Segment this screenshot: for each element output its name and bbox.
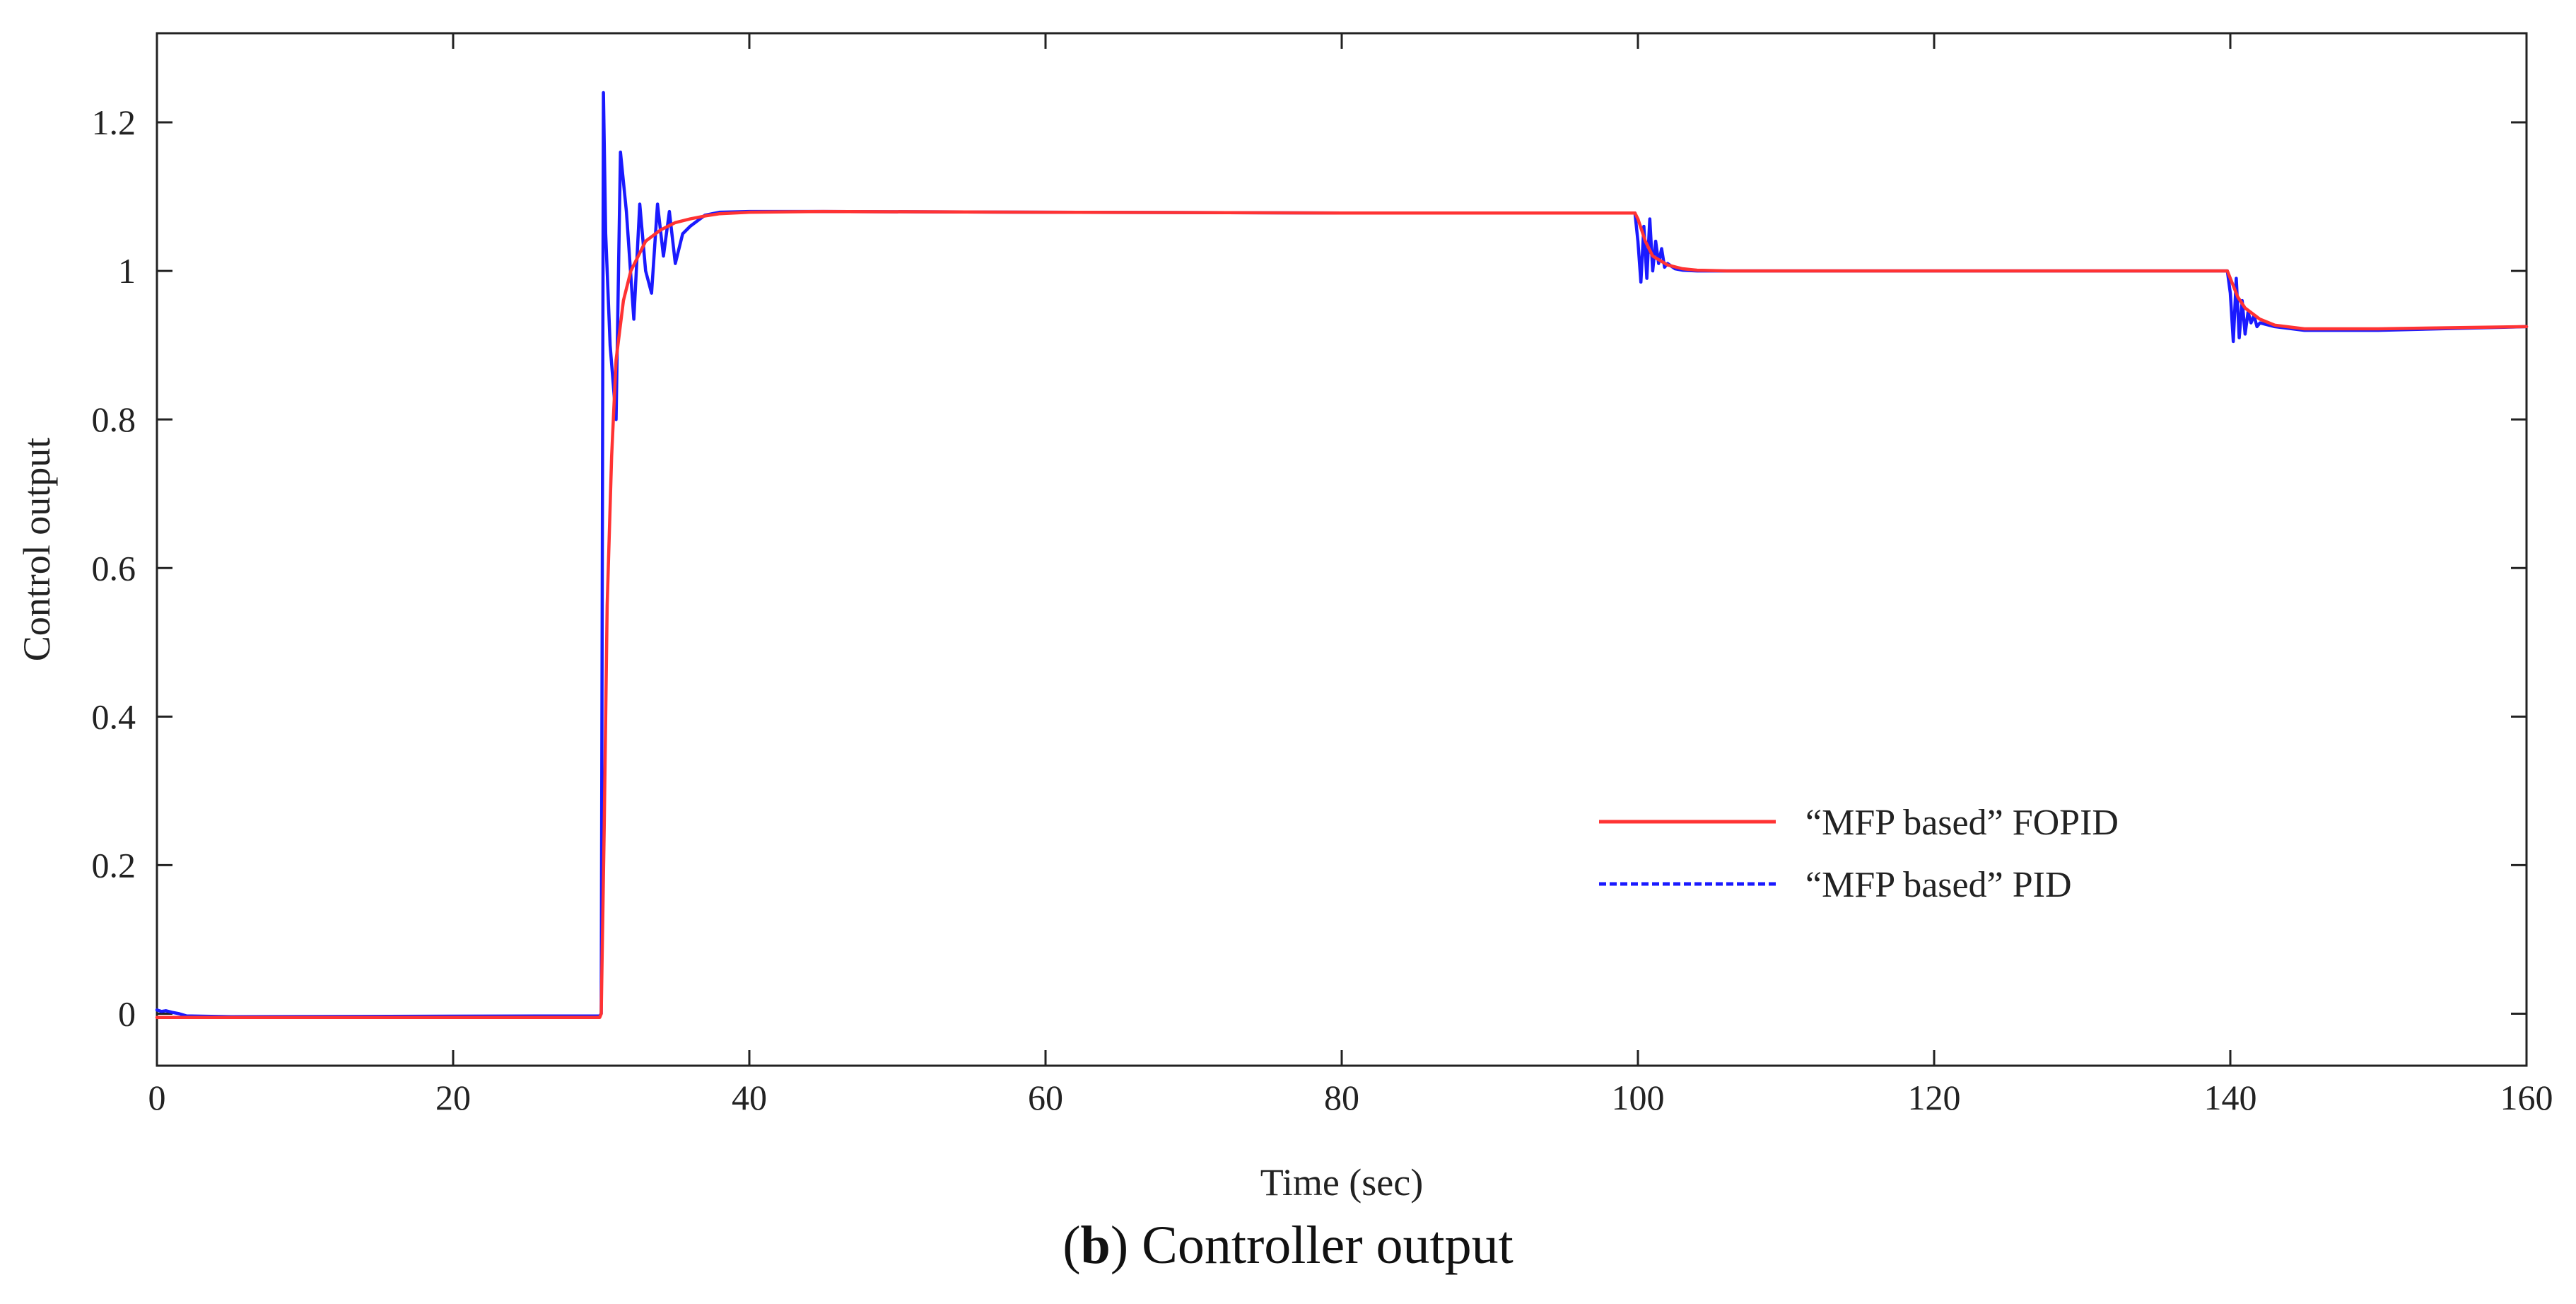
ticks <box>156 33 2528 1066</box>
y-tick-label-2: 0.4 <box>92 697 136 736</box>
x-tick-label-80: 80 <box>1324 1078 1359 1117</box>
series-line-fopid <box>155 209 2529 1019</box>
x-tick-label-20: 20 <box>435 1078 471 1117</box>
caption-panel-letter: b <box>1080 1216 1111 1275</box>
x-tick-label-0: 0 <box>148 1078 166 1117</box>
x-tick-label-60: 60 <box>1028 1078 1063 1117</box>
y-tick-label-6: 1.2 <box>92 103 136 142</box>
x-tick-label-40: 40 <box>732 1078 767 1117</box>
y-tick-label-0: 0 <box>118 994 136 1033</box>
x-tick-label-140: 140 <box>2204 1078 2257 1117</box>
tick-labels: 0 20 40 60 80 100 120 140 160 0 0.2 0.4 0.6 0.8 1 1.2 <box>92 103 2553 1117</box>
caption-text: Controller output <box>1142 1216 1514 1275</box>
y-tick-label-5: 1 <box>118 251 136 291</box>
legend-label-fopid: “MFP based” FOPID <box>1805 803 2119 843</box>
figure-caption: (b) Controller output <box>1062 1216 1514 1275</box>
plot-frame <box>156 32 2528 1067</box>
legend-label-pid: “MFP based” PID <box>1805 865 2072 905</box>
x-tick-label-120: 120 <box>1908 1078 1961 1117</box>
series-line-pid <box>155 91 2529 1018</box>
y-tick-label-1: 0.2 <box>92 845 136 885</box>
x-tick-label-100: 100 <box>1612 1078 1665 1117</box>
series-layer <box>155 91 2529 1019</box>
x-axis-label: Time (sec) <box>1260 1161 1423 1204</box>
y-tick-label-3: 0.6 <box>92 548 136 588</box>
y-tick-label-4: 0.8 <box>92 400 136 439</box>
x-tick-label-160: 160 <box>2500 1078 2553 1117</box>
legend: “MFP based” FOPID “MFP based” PID <box>1599 803 2119 905</box>
y-axis-label: Control output <box>16 438 58 662</box>
